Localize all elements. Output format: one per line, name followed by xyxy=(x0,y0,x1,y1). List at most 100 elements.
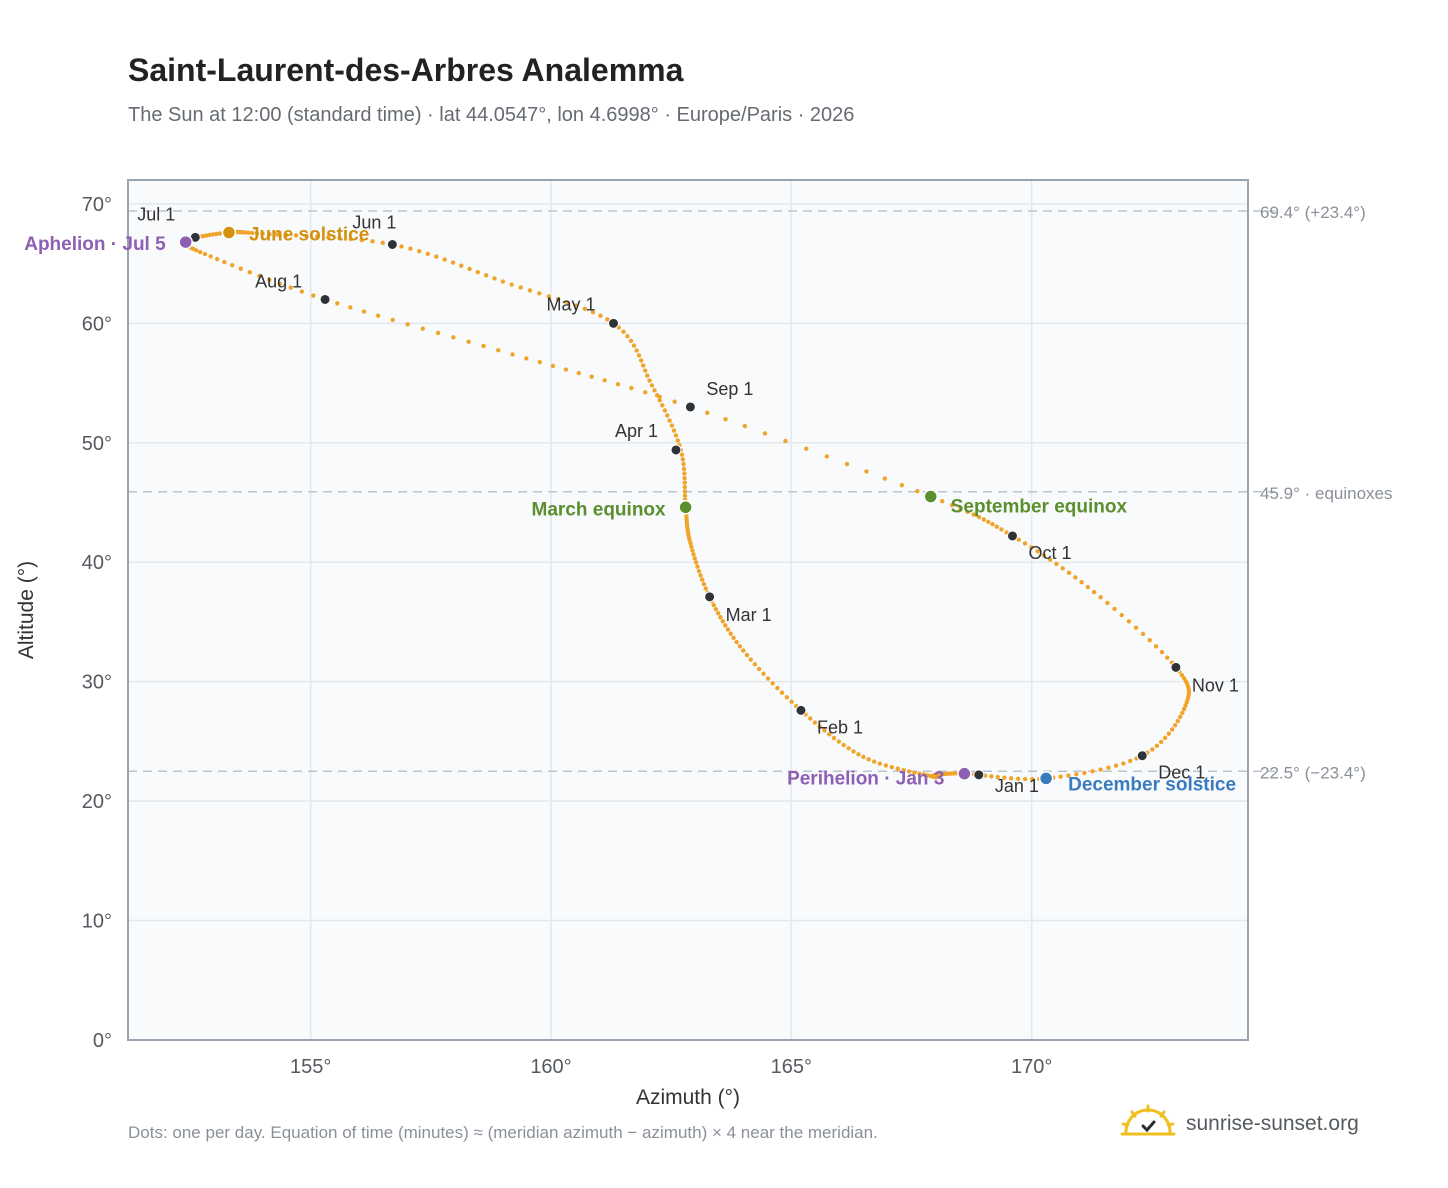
daily-dot xyxy=(257,273,262,279)
daily-dot xyxy=(510,352,515,357)
daily-dot xyxy=(871,759,877,764)
daily-dot xyxy=(1179,672,1185,678)
daily-dot xyxy=(1175,718,1181,724)
daily-dot xyxy=(693,560,699,565)
daily-dot xyxy=(1140,631,1146,637)
x-tick-label: 155° xyxy=(290,1056,331,1078)
daily-dot xyxy=(1169,727,1175,732)
event-marker xyxy=(221,225,237,240)
daily-dot xyxy=(1133,625,1139,630)
reference-line-label: 45.9° · equinoxes xyxy=(1260,484,1393,503)
daily-dot xyxy=(640,363,646,368)
daily-dot xyxy=(1074,772,1079,777)
daily-dot xyxy=(337,235,342,241)
month-label: Sep 1 xyxy=(706,379,753,399)
month-label: Dec 1 xyxy=(1158,763,1205,783)
daily-dot xyxy=(1066,570,1072,576)
daily-dot xyxy=(812,720,818,725)
daily-dot xyxy=(669,423,675,428)
month-label: Apr 1 xyxy=(615,421,658,441)
daily-dot xyxy=(808,716,813,721)
daily-dot xyxy=(1158,739,1164,745)
month-marker xyxy=(670,444,682,456)
daily-dot xyxy=(1082,770,1087,776)
daily-dot xyxy=(399,244,404,249)
x-tick-label: 160° xyxy=(530,1056,571,1078)
daily-dot xyxy=(1030,776,1035,782)
daily-dot xyxy=(390,317,395,323)
daily-dot xyxy=(1009,776,1014,781)
daily-dot xyxy=(459,263,464,268)
month-label: Feb 1 xyxy=(817,717,863,737)
month-label: Jun 1 xyxy=(352,213,396,233)
daily-dot xyxy=(230,263,235,268)
daily-dot xyxy=(1047,557,1053,562)
event-label: June solstice xyxy=(249,225,369,246)
daily-dot xyxy=(682,489,688,494)
daily-dot xyxy=(197,249,203,255)
daily-dot xyxy=(949,502,955,508)
month-label: May 1 xyxy=(546,294,595,314)
daily-dot xyxy=(912,770,917,775)
daily-dot xyxy=(831,735,837,741)
daily-dot xyxy=(496,348,501,353)
x-tick-label: 170° xyxy=(1011,1056,1052,1078)
daily-dot xyxy=(817,724,822,729)
daily-dot xyxy=(940,498,945,504)
daily-dot xyxy=(254,231,260,236)
plot-area xyxy=(128,180,1248,1040)
daily-dot xyxy=(958,506,963,511)
daily-dot xyxy=(861,754,866,760)
brand[interactable]: sunrise-sunset.org xyxy=(1120,1104,1359,1144)
daily-dot xyxy=(989,774,994,779)
daily-dot xyxy=(370,239,375,244)
daily-dot xyxy=(247,270,252,275)
event-label: March equinox xyxy=(532,499,667,520)
daily-dot xyxy=(434,254,439,259)
daily-dot xyxy=(1153,644,1159,649)
y-tick-label: 60° xyxy=(82,313,112,335)
daily-dot xyxy=(680,457,686,462)
daily-dot xyxy=(299,289,305,294)
daily-dot xyxy=(214,256,220,262)
daily-dot xyxy=(475,269,481,275)
brand-text: sunrise-sunset.org xyxy=(1186,1112,1359,1135)
y-tick-label: 40° xyxy=(82,552,112,574)
chart-title: Saint-Laurent-des-Arbres Analemma xyxy=(128,52,684,88)
daily-dot xyxy=(628,338,634,344)
daily-dot xyxy=(509,282,514,287)
month-marker xyxy=(1136,750,1148,762)
daily-dot xyxy=(420,326,426,331)
daily-dot xyxy=(711,602,716,608)
daily-dot xyxy=(682,493,688,498)
daily-dot xyxy=(667,418,672,423)
daily-dot xyxy=(647,378,652,383)
daily-dot xyxy=(267,231,272,237)
daily-dot xyxy=(1147,638,1152,643)
month-marker xyxy=(319,293,331,305)
daily-dot xyxy=(841,742,846,748)
daily-dot xyxy=(500,279,506,284)
daily-dot xyxy=(784,695,790,700)
month-marker xyxy=(704,591,716,603)
daily-dot xyxy=(741,648,746,653)
month-label: Aug 1 xyxy=(255,271,302,291)
month-marker xyxy=(973,769,985,781)
y-tick-label: 70° xyxy=(82,194,112,216)
daily-dot xyxy=(765,676,771,681)
daily-dot xyxy=(699,577,705,582)
daily-dot xyxy=(921,772,926,777)
daily-dot xyxy=(643,368,648,373)
daily-dot xyxy=(598,313,603,318)
daily-dot xyxy=(214,231,219,237)
daily-dot xyxy=(752,662,758,667)
daily-dot xyxy=(405,322,410,327)
daily-dot xyxy=(546,294,551,299)
daily-dot xyxy=(662,408,668,413)
month-label: Oct 1 xyxy=(1028,543,1071,563)
daily-dot xyxy=(555,297,561,302)
daily-dot xyxy=(657,398,662,403)
daily-dot xyxy=(882,476,888,481)
daily-dot xyxy=(1159,649,1165,655)
daily-dot xyxy=(625,334,630,339)
